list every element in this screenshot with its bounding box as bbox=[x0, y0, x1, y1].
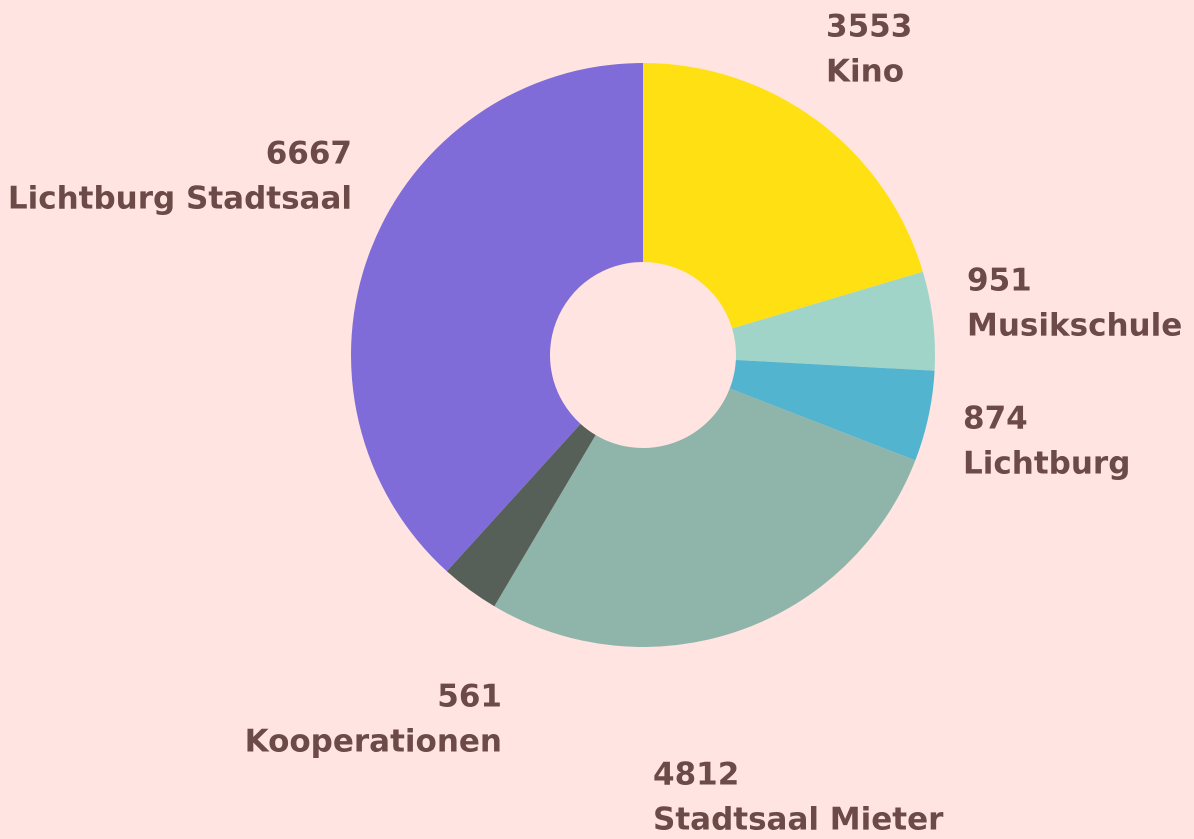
slice-value: 4812 bbox=[653, 757, 739, 793]
donut-slice bbox=[643, 63, 923, 329]
slice-label: Lichtburg bbox=[963, 446, 1130, 482]
slice-label: Kooperationen bbox=[245, 724, 502, 760]
slice-value: 951 bbox=[967, 263, 1032, 299]
slice-label: Kino bbox=[826, 54, 904, 90]
donut-slice bbox=[494, 388, 916, 648]
slice-value: 874 bbox=[963, 401, 1028, 437]
donut-slice bbox=[729, 360, 935, 461]
slice-label: Lichtburg Stadtsaal bbox=[8, 181, 352, 217]
slice-value: 3553 bbox=[826, 9, 912, 45]
donut-slice bbox=[446, 423, 596, 607]
slice-value: 561 bbox=[437, 679, 502, 715]
donut-slice bbox=[351, 63, 643, 572]
slice-value: 6667 bbox=[266, 136, 352, 172]
donut-slice bbox=[732, 271, 936, 371]
slice-label: Stadtsaal Mieter bbox=[653, 802, 944, 838]
slice-label: Musikschule bbox=[967, 308, 1182, 344]
